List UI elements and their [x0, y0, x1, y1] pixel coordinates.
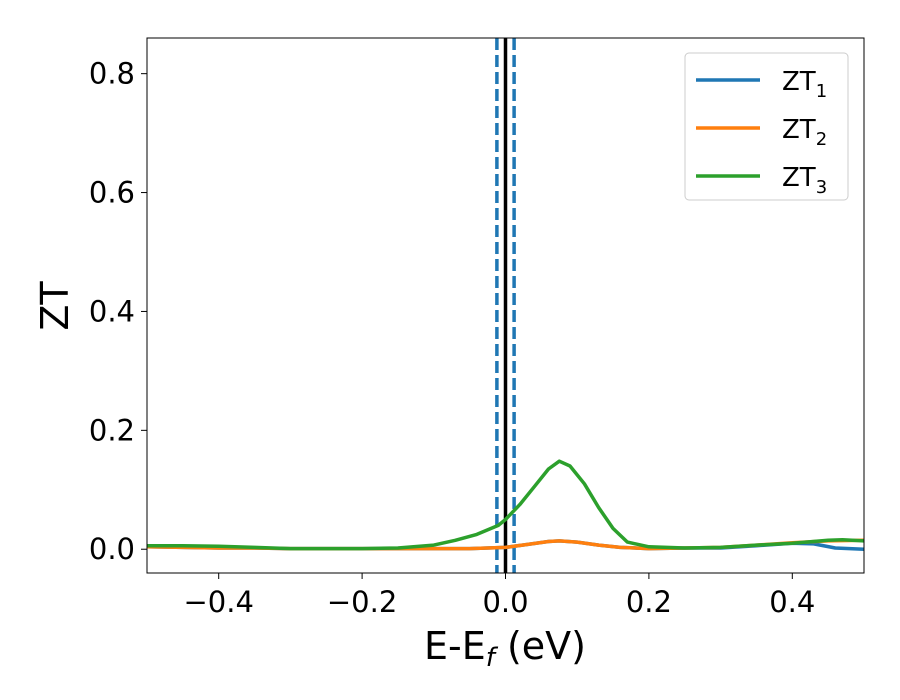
x-tick-label: 0.0: [482, 585, 528, 619]
x-tick-label: −0.4: [183, 585, 253, 619]
x-tick-label: 0.4: [769, 585, 815, 619]
legend: ZT1 ZT2 ZT3: [684, 52, 849, 201]
legend-label-1: ZT1: [782, 67, 827, 102]
y-tick-label: 0.2: [89, 413, 135, 447]
legend-box: [684, 52, 849, 201]
y-tick-label: 0.0: [89, 532, 135, 566]
legend-label-3: ZT3: [782, 163, 827, 198]
y-axis-label: ZT: [33, 281, 77, 331]
x-tick-label: −0.2: [327, 585, 397, 619]
x-tick-label: 0.2: [626, 585, 672, 619]
y-tick-label: 0.8: [89, 57, 135, 91]
legend-label-2: ZT2: [782, 115, 827, 150]
y-tick-label: 0.4: [89, 294, 135, 328]
x-axis-label: E-Ef (eV): [424, 624, 586, 673]
y-tick-label: 0.6: [89, 176, 135, 210]
series-line-3: [147, 459, 864, 551]
